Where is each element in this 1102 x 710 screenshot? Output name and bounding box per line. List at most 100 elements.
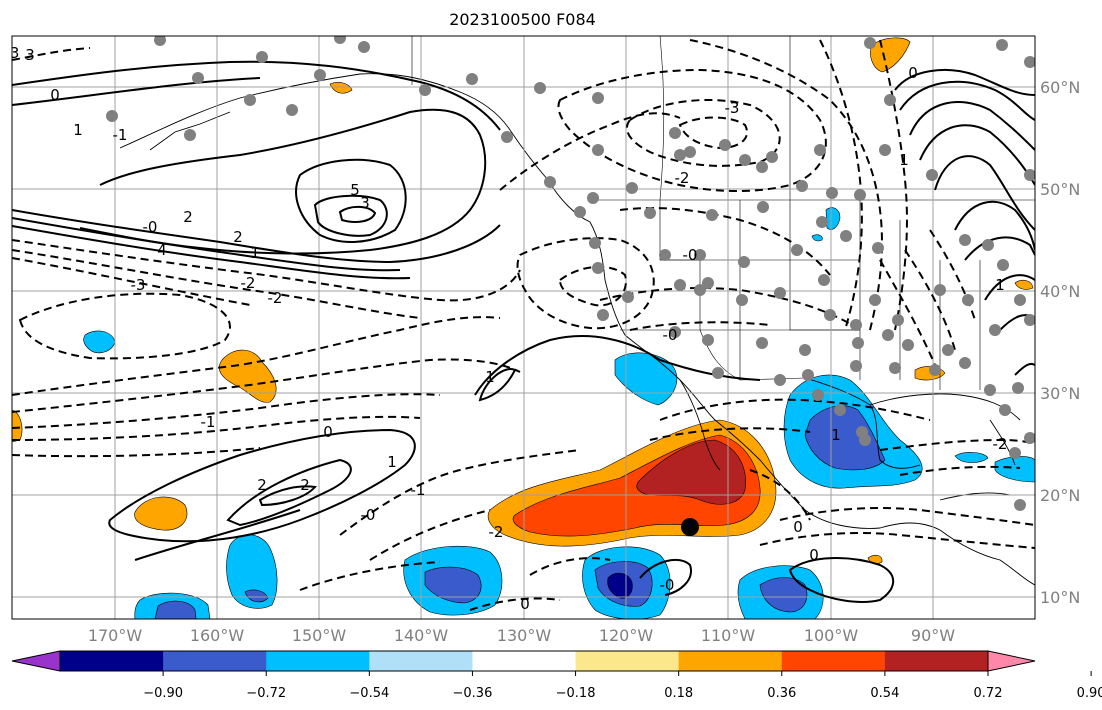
colorbar-tick-label: −0.36 xyxy=(453,686,493,701)
colorbar-outline xyxy=(59,650,989,672)
contour-label: -1 xyxy=(113,126,128,144)
colorbar-tick-label: 0.36 xyxy=(767,686,796,701)
highlight-marker xyxy=(681,518,699,536)
contour-label: 1 xyxy=(250,244,260,262)
negative-anomaly-region xyxy=(83,330,116,354)
lat-tick-label: 40°N xyxy=(1040,282,1080,301)
lon-ticks: 170°W 160°W 150°W 140°W 130°W 120°W 110°… xyxy=(88,626,955,645)
colorbar-tick-label: −0.54 xyxy=(349,686,389,701)
contour-label: -0 xyxy=(663,326,678,344)
colorbar-swatch xyxy=(163,651,267,671)
contour-label: -0 xyxy=(143,218,158,236)
lat-tick-label: 20°N xyxy=(1040,486,1080,505)
contour-label: 4 xyxy=(157,241,167,259)
lat-tick-label: 50°N xyxy=(1040,180,1080,199)
lon-tick-label: 100°W xyxy=(804,626,859,645)
coastlines xyxy=(119,73,1035,586)
colorbar-swatch xyxy=(678,651,783,671)
station-markers xyxy=(106,36,1035,511)
colorbar-tick-label: −0.72 xyxy=(246,686,286,701)
contour-label: -0 xyxy=(660,576,675,594)
lon-tick-label: 90°W xyxy=(911,626,955,645)
contour-label: -2 xyxy=(675,169,690,187)
colorbar-swatch xyxy=(266,651,370,671)
lat-ticks: 10°N 20°N 30°N 40°N 50°N 60°N xyxy=(1040,78,1080,607)
negative-anomaly-region xyxy=(614,352,678,406)
colorbar-tick-label: 0.72 xyxy=(974,686,1003,701)
contour-label: 1 xyxy=(387,453,397,471)
lon-tick-label: 120°W xyxy=(599,626,654,645)
contour-label: 2 xyxy=(257,476,267,494)
colorbar-tick-label: 0.18 xyxy=(664,686,693,701)
contour-label: -2 xyxy=(268,289,283,307)
colorbar-swatch xyxy=(472,651,577,671)
lon-tick-label: 150°W xyxy=(292,626,347,645)
contour-label: -1 xyxy=(411,481,426,499)
map-title: 2023100500 F084 xyxy=(449,10,596,29)
lon-tick-label: 110°W xyxy=(701,626,756,645)
lat-tick-label: 30°N xyxy=(1040,384,1080,403)
contour-label: 1 xyxy=(485,368,495,386)
negative-anomaly-region xyxy=(994,456,1035,483)
colorbar-swatch xyxy=(884,651,989,671)
contour-label: -0 xyxy=(361,506,376,524)
contour-label: 2 xyxy=(233,228,243,246)
negative-anomaly-region xyxy=(825,207,841,230)
colorbar-extend-low xyxy=(11,650,61,672)
negative-anomaly-region xyxy=(759,577,808,613)
contour-label: 1 xyxy=(995,276,1005,294)
colorbar-extend-high xyxy=(987,650,1036,672)
contour-label: -3 xyxy=(131,276,146,294)
positive-anomaly-region xyxy=(870,37,911,73)
colorbar-tick-label: 0.54 xyxy=(870,686,899,701)
contour-label: 3 xyxy=(360,194,370,212)
contour-label: -1 xyxy=(201,413,216,431)
contour-label: 1 xyxy=(899,151,909,169)
negative-anomaly-region xyxy=(226,534,278,609)
colorbar-swatch xyxy=(60,651,164,671)
gridlines xyxy=(12,36,1035,619)
lon-tick-label: 170°W xyxy=(88,626,143,645)
negative-anomaly-region xyxy=(954,452,989,463)
contour-label: 0 xyxy=(323,423,333,441)
lat-tick-label: 10°N xyxy=(1040,588,1080,607)
positive-contours xyxy=(12,60,1035,603)
contour-label: -2 xyxy=(241,274,256,292)
colorbar: −0.90 −0.72 −0.54 −0.36 −0.18 0.18 0.36 0.54 0.7… xyxy=(11,650,1102,701)
contour-label: 0 xyxy=(793,518,803,536)
map-frame xyxy=(11,35,1036,620)
negative-anomaly-region xyxy=(244,589,269,603)
state-borders xyxy=(411,36,1035,390)
contour-label: 0 xyxy=(908,64,918,82)
colorbar-tick-label: −0.18 xyxy=(556,686,596,701)
lat-tick-label: 60°N xyxy=(1040,78,1080,97)
colorbar-swatch xyxy=(781,651,886,671)
colorbar-swatch xyxy=(575,651,680,671)
contour-label: -0 xyxy=(683,246,698,264)
negative-anomaly-region xyxy=(424,566,482,604)
positive-anomaly-region xyxy=(636,439,746,505)
contour-label: -2 xyxy=(993,435,1008,453)
contour-label: 2 xyxy=(300,476,310,494)
positive-anomaly-region xyxy=(329,82,353,94)
contour-label: -2 xyxy=(489,523,504,541)
anomaly-shading xyxy=(12,37,1035,619)
colorbar-tick-label: −0.90 xyxy=(143,686,183,701)
lon-tick-label: 140°W xyxy=(394,626,449,645)
positive-anomaly-region xyxy=(12,409,23,443)
contour-label: 2 xyxy=(183,208,193,226)
contour-label: 0 xyxy=(520,595,530,613)
contour-label: 3 xyxy=(25,46,35,64)
lon-tick-label: 130°W xyxy=(497,626,552,645)
positive-anomaly-region xyxy=(218,349,277,403)
positive-anomaly-region xyxy=(1014,279,1034,290)
negative-anomaly-region xyxy=(154,600,197,619)
contour-label: 1 xyxy=(831,426,841,444)
negative-anomaly-region xyxy=(804,405,886,471)
contour-label: 1 xyxy=(73,121,83,139)
contour-label: 5 xyxy=(350,181,360,199)
contour-label: 0 xyxy=(50,86,60,104)
